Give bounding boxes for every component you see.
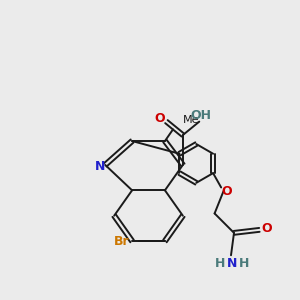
- Text: OH: OH: [190, 109, 211, 122]
- Text: O: O: [222, 184, 232, 198]
- Text: H: H: [239, 257, 250, 270]
- Text: Br: Br: [114, 235, 130, 248]
- Text: O: O: [154, 112, 165, 125]
- Text: H: H: [215, 257, 226, 270]
- Text: N: N: [94, 160, 105, 173]
- Text: Me: Me: [183, 115, 199, 125]
- Text: N: N: [227, 257, 238, 270]
- Text: O: O: [262, 222, 272, 235]
